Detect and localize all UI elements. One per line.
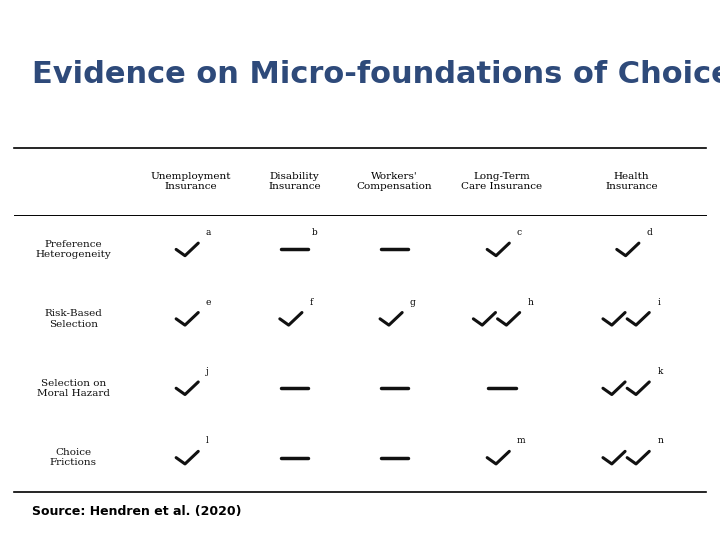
Text: i: i bbox=[657, 298, 660, 307]
Text: Evidence on Micro-foundations of Choice Value: Evidence on Micro-foundations of Choice … bbox=[32, 60, 720, 89]
Text: Source: Hendren et al. (2020): Source: Hendren et al. (2020) bbox=[32, 504, 241, 518]
Text: Selection on
Moral Hazard: Selection on Moral Hazard bbox=[37, 379, 109, 398]
Text: n: n bbox=[657, 436, 663, 446]
Text: m: m bbox=[517, 436, 526, 446]
Text: g: g bbox=[410, 298, 415, 307]
Text: Long-Term
Care Insurance: Long-Term Care Insurance bbox=[461, 172, 542, 191]
Text: Disability
Insurance: Disability Insurance bbox=[268, 172, 320, 191]
Text: d: d bbox=[647, 228, 652, 237]
Text: l: l bbox=[206, 436, 209, 446]
Text: j: j bbox=[206, 367, 209, 376]
Text: c: c bbox=[517, 228, 522, 237]
Text: Managed Competition in the Netherlands - Spinnewijn: Managed Competition in the Netherlands -… bbox=[199, 11, 521, 24]
Text: b: b bbox=[312, 228, 318, 237]
Text: k: k bbox=[657, 367, 663, 376]
Text: Workers'
Compensation: Workers' Compensation bbox=[356, 172, 433, 191]
Text: Risk-Based
Selection: Risk-Based Selection bbox=[44, 309, 102, 328]
Text: h: h bbox=[528, 298, 534, 307]
Text: e: e bbox=[206, 298, 211, 307]
Text: Preference
Heterogeneity: Preference Heterogeneity bbox=[35, 240, 111, 259]
Text: Unemployment
Insurance: Unemployment Insurance bbox=[150, 172, 231, 191]
Text: Health
Insurance: Health Insurance bbox=[605, 172, 657, 191]
Text: a: a bbox=[206, 228, 211, 237]
Text: f: f bbox=[310, 298, 312, 307]
Text: Choice
Frictions: Choice Frictions bbox=[50, 448, 96, 467]
